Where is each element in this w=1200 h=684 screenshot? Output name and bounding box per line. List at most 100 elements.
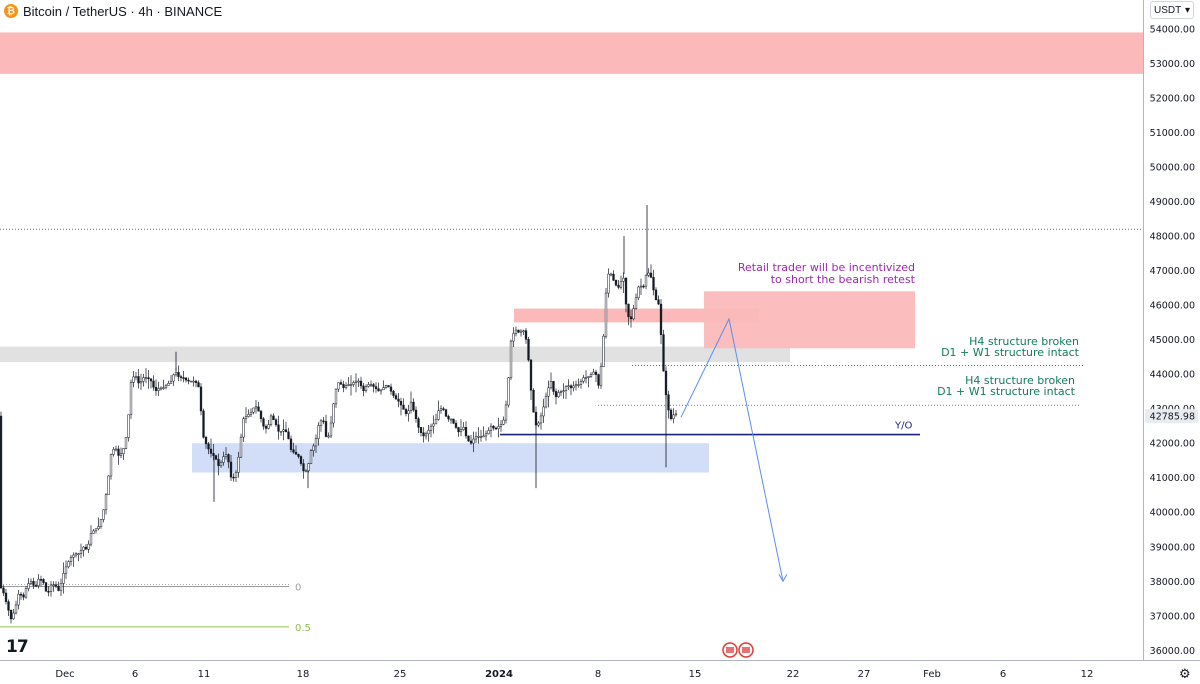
candle-body: [432, 423, 435, 427]
candle-body: [572, 385, 575, 389]
time-tick-label: 11: [198, 669, 211, 680]
candle-body: [479, 436, 483, 438]
candle-body: [72, 554, 75, 558]
candle-body: [412, 401, 415, 411]
candle-body: [302, 463, 305, 472]
currency-select[interactable]: USDT ▾: [1150, 1, 1194, 19]
currency-label: USDT: [1154, 4, 1182, 16]
candle-body: [639, 285, 643, 288]
candle-body: [264, 426, 268, 429]
candle-body: [457, 427, 460, 433]
price-tick-label: 37000.00: [1150, 611, 1195, 622]
price-tick-label: 48000.00: [1150, 232, 1195, 243]
candle-body: [569, 385, 573, 389]
time-axis[interactable]: Dec 6 11 18 25 2024 8 15 22 27 Feb 6 12: [0, 642, 1200, 680]
candle-body: [207, 443, 210, 450]
lower-note-line-1: H4 structure broken: [965, 374, 1075, 387]
candle-body: [562, 390, 565, 392]
candle-body: [544, 395, 548, 408]
candle-body: [202, 410, 205, 438]
candle-body: [119, 453, 123, 456]
candle-body: [422, 432, 425, 437]
candle-body: [414, 409, 418, 419]
candle-body: [0, 415, 3, 589]
candle-body: [452, 418, 455, 424]
candle-body: [554, 391, 558, 398]
candle-body: [217, 459, 220, 467]
candle-body: [392, 391, 395, 396]
candle-body: [234, 472, 238, 478]
candle-body: [369, 384, 373, 386]
candle-body: [379, 389, 383, 392]
price-tick-label: 39000.00: [1150, 542, 1195, 553]
candle-body: [209, 448, 213, 454]
candle-body: [487, 430, 490, 435]
candle-body: [117, 448, 120, 456]
candle-body: [122, 448, 125, 454]
time-tick-label: 27: [858, 669, 871, 680]
candle-body: [424, 433, 428, 437]
candle-body: [607, 273, 610, 294]
gear-icon[interactable]: ⚙: [1179, 666, 1191, 681]
retest-zone: [704, 291, 915, 349]
candle-body: [407, 410, 410, 414]
tradingview-logo[interactable]: 17: [6, 637, 29, 657]
us-event-flag-stripe: [726, 647, 734, 653]
candle-body: [514, 329, 518, 334]
candle-body: [79, 550, 83, 554]
candle-body: [447, 415, 450, 420]
candle-body: [529, 359, 533, 391]
candle-body: [374, 386, 378, 389]
arrow-head-icon: [778, 574, 788, 583]
candle-body: [344, 385, 348, 388]
candle-body: [282, 429, 285, 432]
candle-body: [489, 425, 493, 431]
candle-body: [147, 377, 150, 380]
candle-body: [247, 414, 250, 417]
candle-body: [157, 388, 160, 391]
candle-body: [199, 386, 203, 412]
price-tick-label: 50000.00: [1150, 163, 1195, 174]
price-tick-label: 49000.00: [1150, 197, 1195, 208]
candle-body: [94, 528, 98, 532]
candle-body: [212, 453, 215, 456]
candle-body: [287, 431, 290, 440]
candle-body: [577, 384, 580, 386]
candle-body: [454, 422, 458, 428]
candle-body: [12, 612, 15, 620]
candle-body: [532, 389, 535, 413]
candle-body: [527, 339, 530, 361]
symbol-header[interactable]: ₿ Bitcoin / TetherUS · 4h · BINANCE: [4, 2, 227, 20]
candle-body: [592, 371, 595, 375]
candle-body: [642, 285, 645, 288]
candle-body: [467, 435, 470, 442]
candle-body: [14, 604, 18, 614]
candle-body: [434, 419, 438, 425]
candle-body: [377, 388, 380, 392]
candle-body: [127, 414, 130, 438]
candle-body: [129, 382, 133, 415]
candle-body: [359, 380, 363, 387]
candle-body: [357, 380, 360, 383]
candle-body: [4, 592, 8, 602]
candle-body: [397, 398, 400, 402]
candle-body: [574, 384, 578, 387]
time-tick-label: 22: [787, 669, 800, 680]
price-axis[interactable]: 54000.00 53000.00 52000.00 51000.00 50000.00…: [1143, 0, 1200, 684]
price-tick-label: 38000.00: [1150, 577, 1195, 588]
candle-body: [67, 561, 70, 568]
candle-body: [402, 404, 405, 410]
price-tick-label: 40000.00: [1150, 508, 1195, 519]
candle-body: [644, 275, 648, 287]
candle-body: [382, 387, 385, 391]
candle-body: [594, 371, 598, 375]
candle-body: [557, 392, 560, 398]
candle-body: [7, 601, 10, 611]
candle-body: [522, 330, 525, 332]
price-tick-label: 54000.00: [1150, 25, 1195, 36]
candle-body: [82, 546, 85, 551]
candle-body: [114, 448, 118, 451]
candle-body: [237, 456, 240, 473]
candle-body: [159, 387, 163, 390]
